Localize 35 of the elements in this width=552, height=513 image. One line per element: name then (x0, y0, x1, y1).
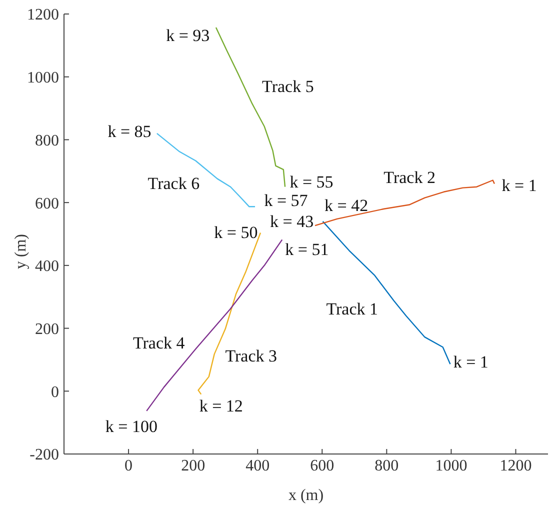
annotation: k = 93 (166, 26, 210, 45)
y-tick-label: 800 (35, 132, 59, 150)
y-tick-label: 0 (51, 384, 59, 401)
y-tick-label: 600 (35, 195, 59, 212)
annotation: Track 6 (148, 174, 200, 194)
annotation: k = 57 (264, 191, 308, 210)
y-tick-label: 400 (35, 258, 59, 276)
annotation: Track 1 (326, 300, 378, 319)
annotation: k = 55 (290, 172, 334, 192)
annotation: k = 1 (453, 352, 488, 372)
x-tick-label: 800 (374, 457, 399, 474)
annotation: Track 3 (225, 346, 278, 366)
annotation: Track 2 (384, 168, 436, 188)
annotation: k = 100 (105, 416, 158, 436)
annotation: k = 85 (108, 122, 152, 142)
x-tick-label: 1200 (500, 457, 532, 474)
x-tick-label: 400 (246, 457, 270, 474)
x-axis-title: x (m) (288, 487, 324, 504)
annotation: Track 4 (132, 334, 186, 353)
annotation: k = 1 (502, 176, 537, 196)
annotation: k = 43 (270, 212, 314, 232)
y-tick-label: 1000 (27, 70, 59, 87)
annotation: k = 42 (324, 196, 368, 216)
annotation: k = 12 (199, 396, 243, 416)
annotation: k = 50 (214, 223, 258, 242)
x-tick-label: 1000 (435, 457, 468, 474)
y-tick-label: -200 (30, 446, 59, 464)
x-tick-label: 0 (124, 457, 133, 474)
y-axis-title: y (m) (12, 234, 30, 270)
x-tick-label: 600 (310, 457, 334, 474)
y-tick-label: 200 (35, 320, 59, 338)
x-tick-label: 200 (181, 457, 206, 474)
annotation: k = 51 (285, 240, 329, 260)
y-tick-label: 1200 (27, 6, 59, 24)
annotation: Track 5 (262, 77, 314, 96)
